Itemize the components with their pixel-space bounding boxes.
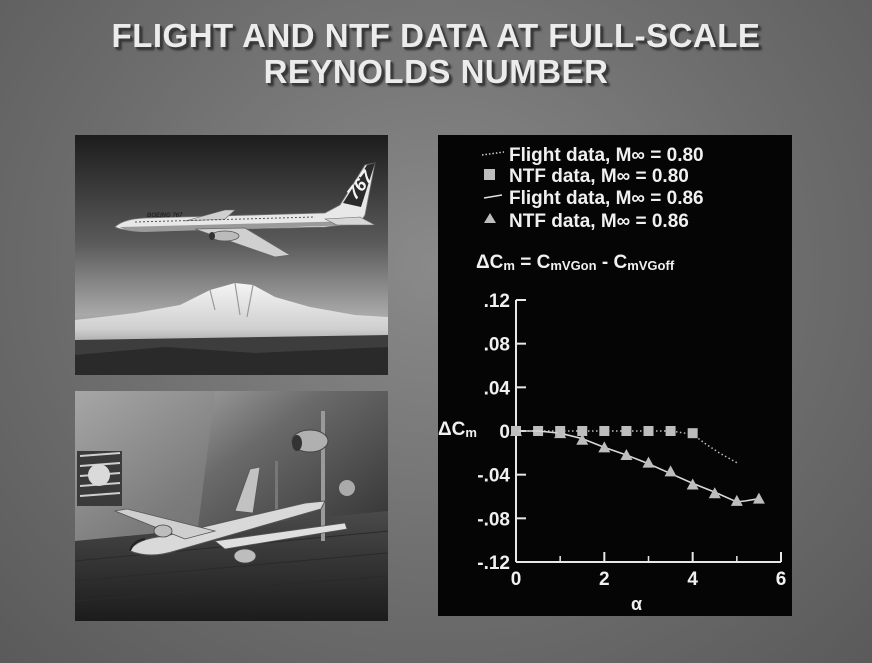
legend-square-marker: [484, 169, 495, 180]
data-point-triangle: [510, 425, 522, 436]
y-tick-label: -.04: [477, 466, 510, 487]
x-tick-label: 2: [599, 569, 610, 590]
data-point-triangle: [664, 465, 677, 477]
legend-label-ntf-086: NTF data, M∞ = 0.86: [509, 211, 689, 232]
data-point-square: [665, 426, 676, 436]
equation: ΔCm = CmVGon - CmVGoff: [476, 252, 675, 273]
y-tick-label: 0: [499, 422, 510, 443]
series-line-2: [516, 430, 760, 503]
y-tick-label: -.12: [477, 553, 510, 574]
fuselage-text: BOEING 767: [147, 213, 183, 219]
data-point-triangle: [620, 449, 633, 461]
data-point-square: [599, 426, 610, 436]
x-tick-label: 6: [776, 569, 787, 590]
data-point-square: [687, 428, 698, 439]
data-point-triangle: [642, 456, 655, 468]
chart-panel: Flight data, M∞ = 0.80 NTF data, M∞ = 0.…: [438, 135, 792, 616]
legend-label-flight-080: Flight data, M∞ = 0.80: [509, 145, 704, 166]
legend-entry-ntf-086: NTF data, M∞ = 0.86: [484, 211, 689, 232]
legend-triangle-marker: [484, 213, 496, 223]
x-tick-label: 4: [687, 569, 698, 590]
x-tick-label: 0: [511, 569, 522, 590]
y-tick-label: .08: [484, 335, 510, 356]
data-point-square: [621, 426, 632, 436]
delta-cm-chart: Flight data, M∞ = 0.80 NTF data, M∞ = 0.…: [438, 145, 786, 614]
legend: Flight data, M∞ = 0.80 NTF data, M∞ = 0.…: [481, 145, 704, 232]
data-point-square: [577, 426, 588, 436]
title-line-1: FLIGHT AND NTF DATA AT FULL-SCALE: [111, 17, 761, 54]
legend-entry-flight-080: Flight data, M∞ = 0.80: [481, 145, 704, 166]
data-point-triangle: [730, 494, 743, 506]
data-point-square: [643, 426, 654, 436]
legend-entry-ntf-080: NTF data, M∞ = 0.80: [484, 166, 689, 187]
data-point-triangle: [554, 427, 567, 439]
data-point-triangle: [598, 441, 611, 453]
data-point-triangle: [686, 478, 699, 490]
y-axis-label: ΔCm: [438, 419, 477, 440]
title-line-2: REYNOLDS NUMBER: [263, 53, 609, 90]
data-point-triangle: [708, 487, 721, 499]
series: [510, 425, 765, 506]
y-tick-label: .12: [484, 291, 510, 312]
x-axis-label: α: [631, 594, 642, 614]
airplane-photo: 767 BOEING 767: [75, 135, 388, 375]
data-point-triangle: [576, 433, 589, 445]
legend-entry-flight-086: Flight data, M∞ = 0.86: [483, 188, 704, 209]
legend-label-flight-086: Flight data, M∞ = 0.86: [509, 188, 704, 209]
legend-label-ntf-080: NTF data, M∞ = 0.80: [509, 166, 689, 187]
y-tick-label: -.08: [477, 509, 510, 530]
wind-tunnel-photo: [75, 391, 388, 621]
data-point-triangle: [752, 492, 765, 504]
axes: .12.08.040-.04-.08-.120 2 4 6: [477, 291, 786, 590]
y-tick-label: .04: [484, 378, 511, 399]
slide-title: FLIGHT AND NTF DATA AT FULL-SCALE REYNOL…: [0, 18, 872, 90]
